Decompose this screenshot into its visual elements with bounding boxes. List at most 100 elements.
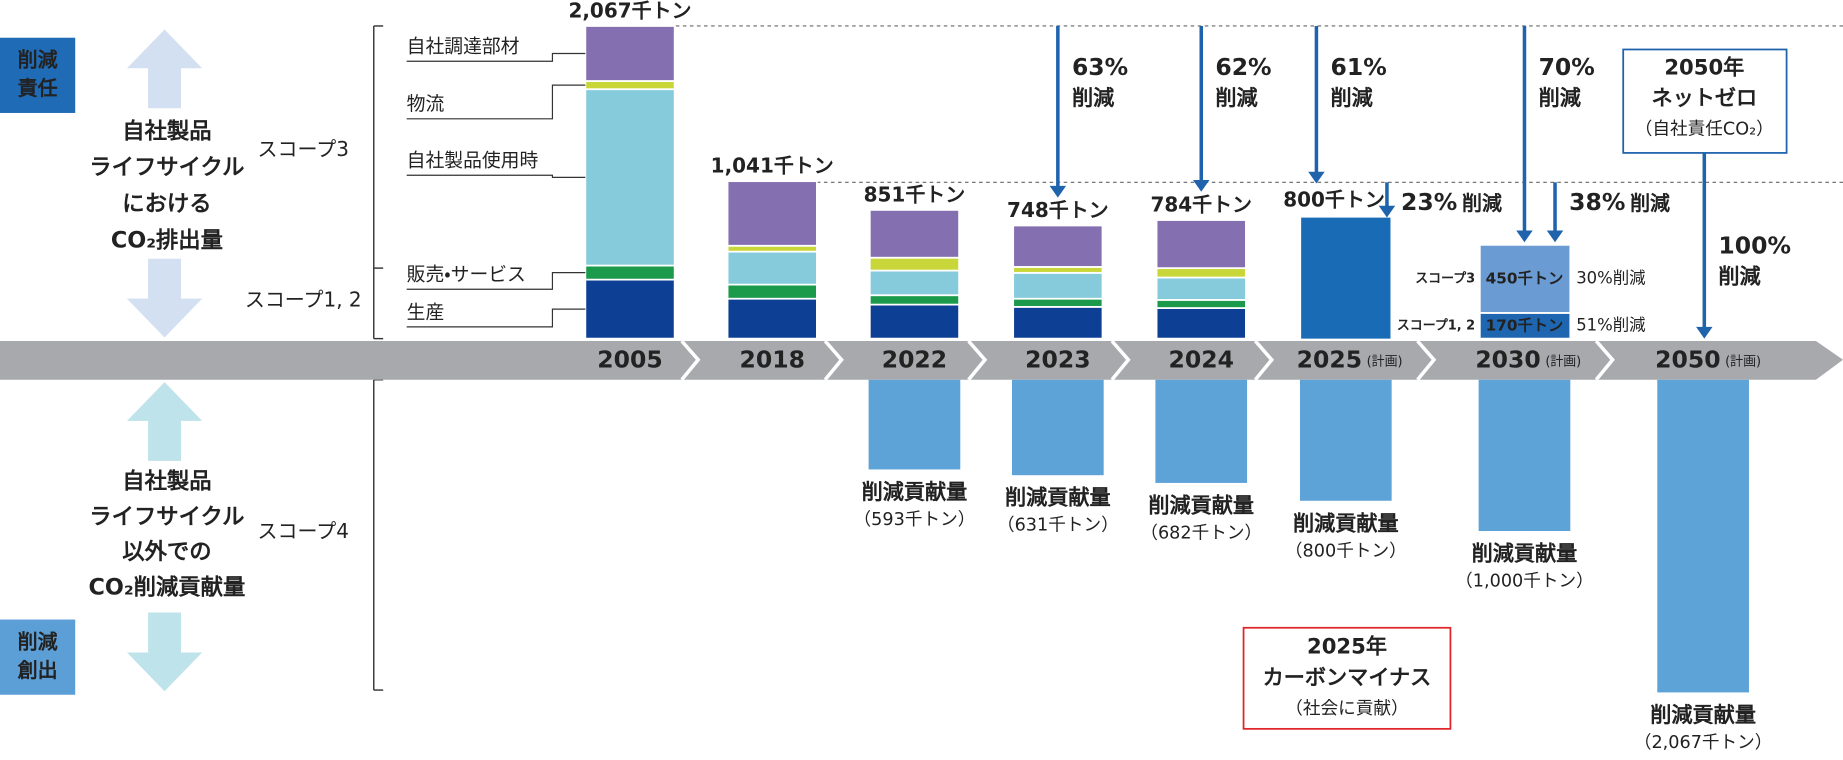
bar-segment xyxy=(868,209,960,259)
leader-line xyxy=(406,52,586,62)
reduction-text: 削減 xyxy=(1215,85,1258,110)
bar-segment xyxy=(584,88,676,267)
reduction-text: 削減 xyxy=(1072,85,1115,110)
contribution-bar xyxy=(1299,379,1392,501)
bar-segment xyxy=(1012,266,1104,274)
bar-segment xyxy=(868,303,960,340)
contribution-value: （631千トン） xyxy=(997,515,1119,536)
reduction-value: 70% xyxy=(1539,53,1595,81)
contribution-title: 削減貢献量 xyxy=(1293,510,1399,535)
reduction-value: 61% xyxy=(1331,53,1387,81)
scope-label: スコープ4 xyxy=(258,519,349,543)
reduction-text: 削減 xyxy=(1630,191,1670,215)
side-text: ライフサイクル xyxy=(89,155,244,181)
contribution-title: 削減貢献量 xyxy=(1148,492,1254,517)
year-label: 2023 xyxy=(1025,345,1090,373)
legend-label: 生産 xyxy=(407,301,445,323)
scope-name: スコープ3 xyxy=(1415,271,1475,286)
total-label: 800千トン xyxy=(1283,188,1385,212)
goal-text: カーボンマイナス xyxy=(1263,664,1432,689)
contribution-title: 削減貢献量 xyxy=(1650,702,1756,727)
year-label: 2050 xyxy=(1655,345,1720,373)
reduction-text: 削減 xyxy=(1462,191,1502,215)
leader-line xyxy=(406,84,586,120)
down-arrow xyxy=(126,258,203,338)
timeline-chevron xyxy=(1416,339,1437,381)
total-label: 748千トン xyxy=(1007,198,1109,222)
contribution-title: 削減貢献量 xyxy=(1472,541,1578,566)
goal-box xyxy=(1242,626,1452,730)
timeline-band xyxy=(0,340,1843,380)
year-label: 2025 xyxy=(1297,345,1362,373)
leader-line xyxy=(406,272,586,290)
reduction-text: 削減 xyxy=(1539,85,1582,110)
timeline-chevron xyxy=(1253,339,1275,381)
scope-bar xyxy=(1478,243,1572,314)
contribution-bar xyxy=(1657,379,1749,693)
arrow-head xyxy=(1049,185,1067,198)
box-label: 責任 xyxy=(18,76,58,100)
contribution-value: （1,000千トン） xyxy=(1455,571,1594,592)
side-text: 自社製品 xyxy=(122,468,211,495)
bar-segment xyxy=(1012,271,1104,300)
bar-segment xyxy=(584,80,676,91)
goal-text: （社会に貢献） xyxy=(1285,698,1408,719)
scope-name: スコープ1, 2 xyxy=(1397,318,1475,333)
contribution-value: （2,067千トン） xyxy=(1634,732,1773,753)
up-arrow xyxy=(126,382,203,461)
contribution-value: （593千トン） xyxy=(854,509,976,530)
contribution-value: （800千トン） xyxy=(1285,540,1407,561)
down-arrow xyxy=(126,612,203,692)
scope-label: スコープ1, 2 xyxy=(245,288,362,312)
side-text: CO₂排出量 xyxy=(111,228,223,254)
bar-segment xyxy=(726,283,818,300)
contribution-bar xyxy=(1478,379,1571,532)
arrow-head xyxy=(1378,205,1396,218)
scope-value: 170千トン xyxy=(1486,316,1564,334)
contribution-bar xyxy=(1155,379,1248,483)
box-label: 削減 xyxy=(18,630,58,654)
bar-segment xyxy=(868,269,960,297)
legend-label: 自社調達部材 xyxy=(407,36,520,58)
reduction-text: 削減 xyxy=(1718,264,1761,289)
side-text: CO₂削減貢献量 xyxy=(89,573,246,600)
side-text: における xyxy=(122,191,211,217)
bar-segment xyxy=(726,244,818,253)
leader-line xyxy=(406,174,586,178)
total-label: 784千トン xyxy=(1150,192,1252,216)
bar-segment xyxy=(1012,297,1104,308)
timeline-chevron xyxy=(1110,339,1131,381)
arrow-head xyxy=(1516,230,1533,243)
total-label: 851千トン xyxy=(864,182,966,206)
label-box xyxy=(0,619,76,695)
bar-segment xyxy=(726,297,818,340)
timeline-chevron xyxy=(680,339,701,381)
bar-segment xyxy=(726,180,818,247)
year-label: 2030 xyxy=(1475,345,1540,373)
reduction-text: 削減 xyxy=(1331,85,1374,110)
side-text: 自社製品 xyxy=(122,117,211,144)
leader-line xyxy=(406,308,586,328)
total-label: 1,041千トン xyxy=(711,154,834,178)
legend-label: 自社製品使用時 xyxy=(407,150,539,172)
bar-segment xyxy=(1012,305,1104,340)
bar-segment xyxy=(1155,299,1247,309)
goal-text: （自社責任CO₂） xyxy=(1635,118,1774,139)
year-label: 2018 xyxy=(740,345,805,373)
timeline-chevron xyxy=(823,339,844,381)
legend-label: 販売・サービス xyxy=(407,264,526,286)
contribution-title: 削減貢献量 xyxy=(862,479,968,504)
up-arrow xyxy=(126,29,203,109)
reduction-value: 62% xyxy=(1215,53,1271,81)
arrow-head xyxy=(1546,230,1564,243)
scope-reduction: 51%削減 xyxy=(1576,315,1646,334)
year-label: 2022 xyxy=(882,345,947,373)
reduction-value: 38% xyxy=(1569,188,1625,216)
legend-label: 物流 xyxy=(407,93,445,115)
goal-box xyxy=(1622,48,1788,154)
year-label: 2024 xyxy=(1169,345,1234,373)
side-text: 以外での xyxy=(122,538,211,565)
reduction-value: 63% xyxy=(1072,53,1128,81)
bar-segment xyxy=(584,25,676,82)
